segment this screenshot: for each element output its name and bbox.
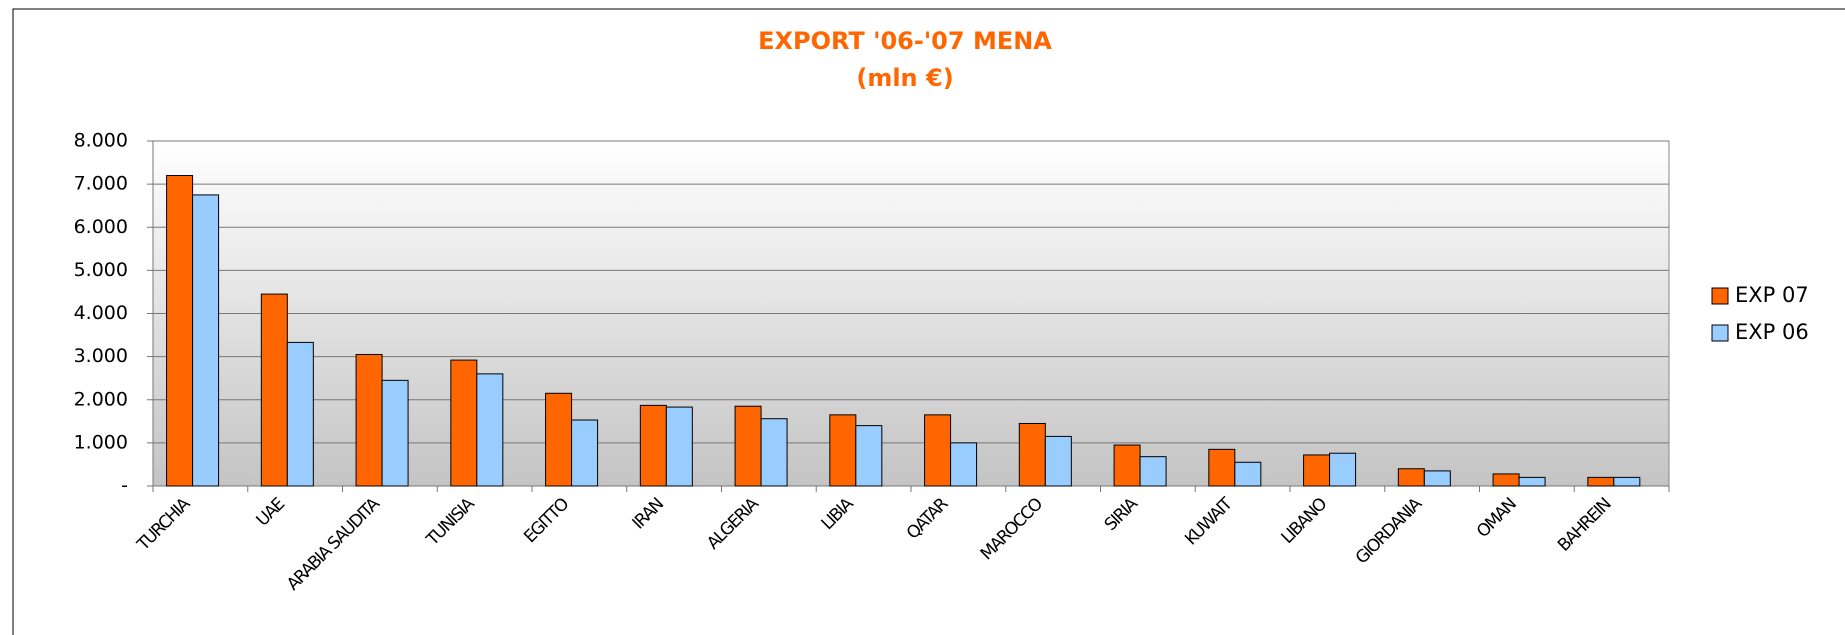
- chart-subtitle: (mln €): [856, 64, 953, 92]
- bar: [639, 404, 667, 487]
- bar: [450, 359, 478, 487]
- bar: [1613, 476, 1641, 487]
- bar: [1044, 435, 1072, 487]
- bar: [855, 425, 883, 487]
- y-tick-label: 8.000: [74, 130, 128, 152]
- bar: [166, 175, 194, 487]
- bar: [355, 353, 383, 487]
- y-tick-label: 6.000: [74, 216, 128, 238]
- y-tick-label: 1.000: [74, 431, 128, 453]
- bar: [476, 373, 504, 487]
- bar: [545, 392, 573, 487]
- y-tick-label: 2.000: [74, 388, 128, 410]
- bar: [1492, 473, 1520, 487]
- legend-label: EXP 07: [1735, 283, 1809, 307]
- bar: [1234, 461, 1262, 487]
- y-tick-label: -: [121, 475, 128, 497]
- bar: [829, 414, 857, 487]
- bar: [924, 414, 952, 487]
- bar: [192, 194, 220, 487]
- bar: [286, 341, 314, 487]
- y-tick-label: 7.000: [74, 173, 128, 195]
- legend-swatch: [1711, 287, 1729, 305]
- bar: [571, 419, 599, 487]
- bar: [1208, 448, 1236, 487]
- bar: [1139, 456, 1167, 487]
- bar: [760, 418, 788, 487]
- bar: [260, 293, 288, 487]
- y-tick-label: 3.000: [74, 345, 128, 367]
- bar: [1423, 470, 1451, 487]
- bar: [665, 406, 693, 487]
- legend-swatch: [1711, 324, 1729, 342]
- bar: [1397, 468, 1425, 487]
- bar: [1587, 476, 1615, 487]
- bar: [1518, 476, 1546, 487]
- chart-title: EXPORT '06-'07 MENA: [758, 27, 1052, 55]
- y-tick-label: 4.000: [74, 302, 128, 324]
- bar: [1018, 422, 1046, 487]
- bar: [734, 405, 762, 487]
- bar: [1303, 454, 1331, 487]
- bar: [1113, 444, 1141, 487]
- bar: [950, 442, 978, 487]
- legend-label: EXP 06: [1735, 320, 1809, 344]
- bar: [1329, 452, 1357, 487]
- bar: [381, 379, 409, 487]
- y-tick-label: 5.000: [74, 259, 128, 281]
